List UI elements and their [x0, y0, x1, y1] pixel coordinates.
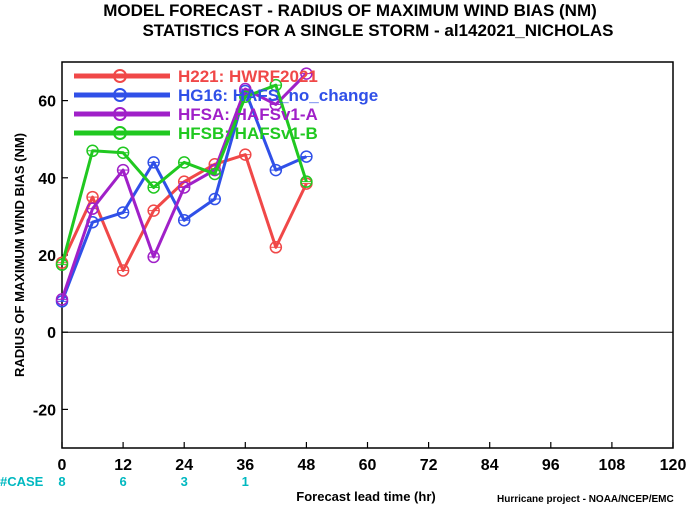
case-count: 3	[181, 474, 188, 489]
y-tick-label: 0	[47, 325, 56, 342]
case-count: 6	[119, 474, 126, 489]
x-tick-label: 36	[236, 457, 254, 474]
case-label: #CASE	[0, 474, 44, 489]
chart-title-line-2: STATISTICS FOR A SINGLE STORM - al142021…	[142, 21, 613, 40]
y-tick-label: 60	[38, 94, 56, 111]
x-tick-label: 108	[599, 457, 626, 474]
legend-label: HG16: HAFS_no_change	[178, 86, 378, 105]
series-line	[60, 153, 308, 272]
legend-marker	[113, 88, 127, 102]
x-tick-label: 120	[660, 457, 687, 474]
y-tick-label: 40	[38, 171, 56, 188]
x-axis-title: Forecast lead time (hr)	[296, 489, 435, 504]
y-axis-title: RADIUS OF MAXIMUM WIND BIAS (NM)	[12, 133, 27, 377]
y-tick-label: 20	[38, 248, 56, 265]
series-3	[55, 78, 313, 271]
legend-label: HFSA: HAFSv1-A	[178, 105, 318, 124]
x-tick-label: 0	[58, 457, 67, 474]
legend-label: HFSB: HAFSv1-B	[178, 124, 318, 143]
series-2	[55, 67, 313, 306]
legend-marker	[113, 69, 127, 83]
x-tick-label: 96	[542, 457, 560, 474]
x-tick-label: 48	[298, 457, 316, 474]
y-tick-label: -20	[33, 402, 56, 419]
series-1	[55, 84, 313, 308]
legend-label: H221: HWRF2021	[178, 67, 318, 86]
case-count: 8	[58, 474, 65, 489]
x-tick-label: 84	[481, 457, 499, 474]
x-tick-label: 72	[420, 457, 438, 474]
x-tick-label: 60	[359, 457, 377, 474]
x-tick-label: 12	[114, 457, 132, 474]
credit-text: Hurricane project - NOAA/NCEP/EMC	[497, 494, 674, 505]
chart-title-line-1: MODEL FORECAST - RADIUS OF MAXIMUM WIND …	[103, 1, 597, 20]
legend-marker	[113, 107, 127, 121]
case-count: 1	[242, 474, 249, 489]
x-tick-label: 24	[175, 457, 193, 474]
legend-marker	[113, 126, 127, 140]
